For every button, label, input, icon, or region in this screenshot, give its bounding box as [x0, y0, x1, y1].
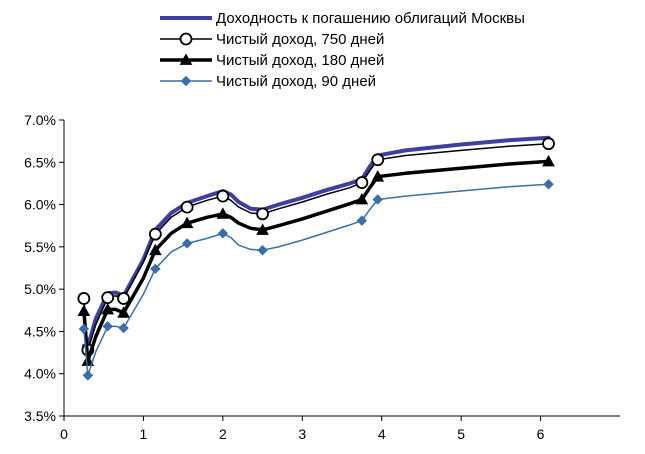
series-4-point [217, 228, 229, 239]
legend-item-4: Чистый доход, 90 дней [160, 73, 376, 90]
legend-marker [180, 75, 192, 87]
series-line-1 [81, 135, 551, 349]
y-tick-label: 6.0% [24, 197, 56, 213]
series-3-point [371, 170, 385, 182]
series-2-point [216, 189, 230, 203]
series-3-point [355, 192, 369, 205]
series-2-point [355, 176, 369, 189]
legend-marker [179, 53, 193, 65]
series-2-point [148, 227, 162, 241]
x-tick-label: 2 [219, 426, 227, 442]
series-2-point [180, 200, 194, 214]
y-tick-label: 5.0% [24, 281, 56, 297]
series-3-point [117, 306, 130, 318]
series-3-point [216, 207, 230, 219]
legend: Доходность к погашению облигаций Москвы Ч… [160, 10, 525, 90]
series-4-point [372, 194, 383, 205]
x-tick-label: 5 [457, 426, 465, 442]
series-4-point [102, 321, 113, 332]
series-2-point [542, 137, 555, 151]
legend-label: Чистый доход, 750 дней [216, 31, 384, 48]
series-4-point [356, 215, 368, 226]
x-tick-label: 6 [537, 426, 545, 442]
series-4-point [543, 179, 554, 190]
y-tick-label: 5.5% [24, 239, 56, 255]
plot-series [77, 135, 555, 381]
x-tick-label: 1 [140, 426, 148, 442]
series-3-point [148, 243, 162, 256]
series-3-point [101, 302, 115, 315]
series-2-point [256, 207, 269, 221]
series-4-point [150, 263, 161, 275]
y-tick-label: 4.0% [24, 366, 56, 382]
series-3-point [77, 304, 91, 317]
y-axis: 3.5% 4.0% 4.5% 5.0% 5.5% 6.0% 6.5% 7.0% [24, 112, 65, 424]
series-3-point [180, 216, 194, 229]
y-tick-label: 7.0% [24, 112, 56, 128]
x-tick-label: 0 [60, 426, 68, 442]
x-tick-label: 4 [378, 426, 386, 442]
series-3-point [256, 223, 269, 235]
legend-label: Чистый доход, 180 дней [216, 52, 384, 69]
legend-item-3: Чистый доход, 180 дней [160, 52, 384, 69]
legend-label: Доходность к погашению облигаций Москвы [216, 10, 525, 27]
series-3-point [81, 354, 95, 366]
x-axis: 0 1 2 3 4 5 6 [60, 415, 620, 442]
x-tick-label: 3 [298, 426, 306, 442]
legend-label: Чистый доход, 90 дней [216, 73, 376, 90]
series-4-point [118, 322, 129, 334]
legend-item-1: Доходность к погашению облигаций Москвы [160, 10, 525, 27]
y-tick-label: 3.5% [24, 408, 56, 424]
series-4-point [181, 238, 193, 249]
series-2-point [117, 292, 130, 305]
series-4-point [257, 245, 268, 256]
series-4-point [78, 323, 90, 335]
series-2-point [371, 153, 385, 167]
series-2-point [77, 292, 91, 305]
series-line-2 [83, 142, 550, 351]
legend-marker [179, 32, 193, 46]
series-2-point [101, 291, 115, 305]
y-tick-label: 6.5% [24, 154, 56, 170]
series-line-4 [83, 183, 550, 377]
series-3-point [542, 154, 555, 167]
series-4-point [82, 370, 94, 381]
legend-item-2: Чистый доход, 750 дней [160, 31, 384, 48]
y-tick-label: 4.5% [24, 323, 56, 339]
